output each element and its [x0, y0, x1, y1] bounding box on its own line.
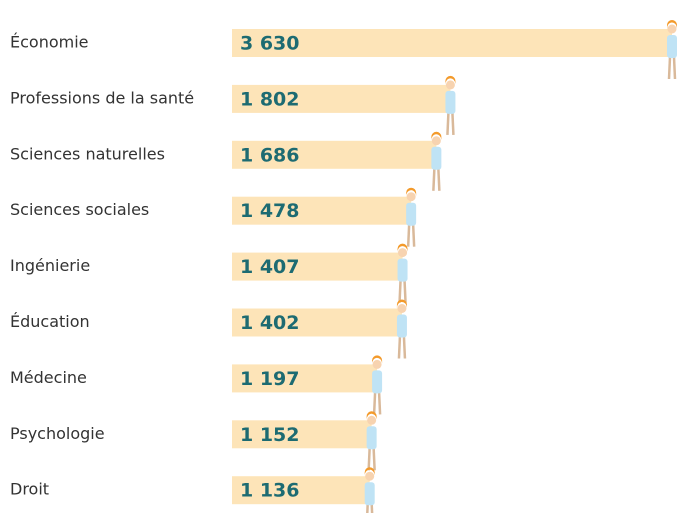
value-label: 1 802 [240, 88, 300, 110]
person-leg [403, 280, 407, 303]
person-body [366, 426, 377, 450]
person-hair [397, 243, 408, 253]
person-leg [372, 448, 376, 471]
bar [232, 420, 372, 449]
value-label: 1 402 [240, 312, 300, 334]
person-leg [451, 112, 455, 135]
person-hair [431, 131, 442, 141]
category-label: Professions de la santé [10, 88, 194, 107]
person-body [372, 370, 383, 394]
person-leg [406, 224, 411, 247]
value-label: 1 407 [240, 256, 300, 278]
person-leg [372, 392, 377, 415]
person-leg [402, 336, 407, 359]
bar [232, 308, 402, 337]
person-leg [397, 336, 402, 359]
person-icon [397, 243, 408, 303]
bar [232, 29, 672, 57]
person-icon [445, 75, 456, 135]
person-leg [411, 224, 416, 247]
value-label: 1 686 [240, 144, 300, 166]
category-label: Ingénierie [10, 256, 90, 275]
person-leg [398, 280, 402, 303]
person-leg [437, 168, 441, 191]
category-label: Sciences sociales [10, 200, 149, 219]
person-leg [367, 448, 371, 471]
person-hair [366, 411, 377, 421]
person-face [406, 192, 416, 202]
person-icon [396, 299, 407, 359]
person-face [667, 24, 677, 34]
bar [232, 84, 451, 113]
person-hair [372, 355, 383, 365]
person-leg [370, 504, 374, 513]
person-face [398, 248, 408, 258]
person-icon [364, 467, 375, 513]
person-body [397, 258, 408, 282]
person-leg [432, 168, 436, 191]
value-label: 1 197 [240, 368, 300, 390]
person-icon [372, 355, 383, 415]
person-body [667, 35, 677, 58]
value-label: 3 630 [240, 33, 300, 55]
person-face [372, 359, 382, 369]
person-leg [446, 112, 450, 135]
person-icon [431, 131, 442, 191]
category-label: Droit [10, 480, 49, 499]
value-label: 1 478 [240, 200, 300, 222]
person-face [431, 136, 441, 146]
person-body [396, 314, 407, 338]
person-body [445, 90, 456, 114]
person-icon [366, 411, 377, 471]
person-face [365, 471, 375, 481]
category-label: Économie [10, 33, 89, 52]
person-hair [396, 299, 407, 309]
bar [232, 476, 370, 505]
person-face [445, 80, 455, 90]
bar [232, 252, 403, 281]
bar [232, 196, 412, 225]
person-hair [445, 75, 456, 85]
person-leg [667, 56, 672, 80]
person-icon [666, 20, 677, 80]
person-body [364, 482, 375, 506]
bar [232, 140, 437, 169]
person-hair [364, 467, 375, 477]
category-label: Psychologie [10, 424, 105, 443]
category-label: Éducation [10, 312, 90, 331]
value-label: 1 152 [240, 424, 300, 446]
category-label: Sciences naturelles [10, 144, 165, 163]
person-face [367, 415, 377, 425]
person-icon [406, 187, 417, 247]
person-leg [366, 504, 369, 513]
person-face [397, 304, 407, 313]
person-hair [406, 187, 417, 197]
person-body [406, 202, 417, 226]
category-label: Médecine [10, 368, 87, 387]
bar [232, 364, 378, 393]
person-leg [377, 392, 382, 415]
value-label: 1 136 [240, 480, 300, 502]
person-leg [672, 56, 677, 80]
person-body [431, 146, 442, 170]
person-hair [666, 20, 677, 29]
